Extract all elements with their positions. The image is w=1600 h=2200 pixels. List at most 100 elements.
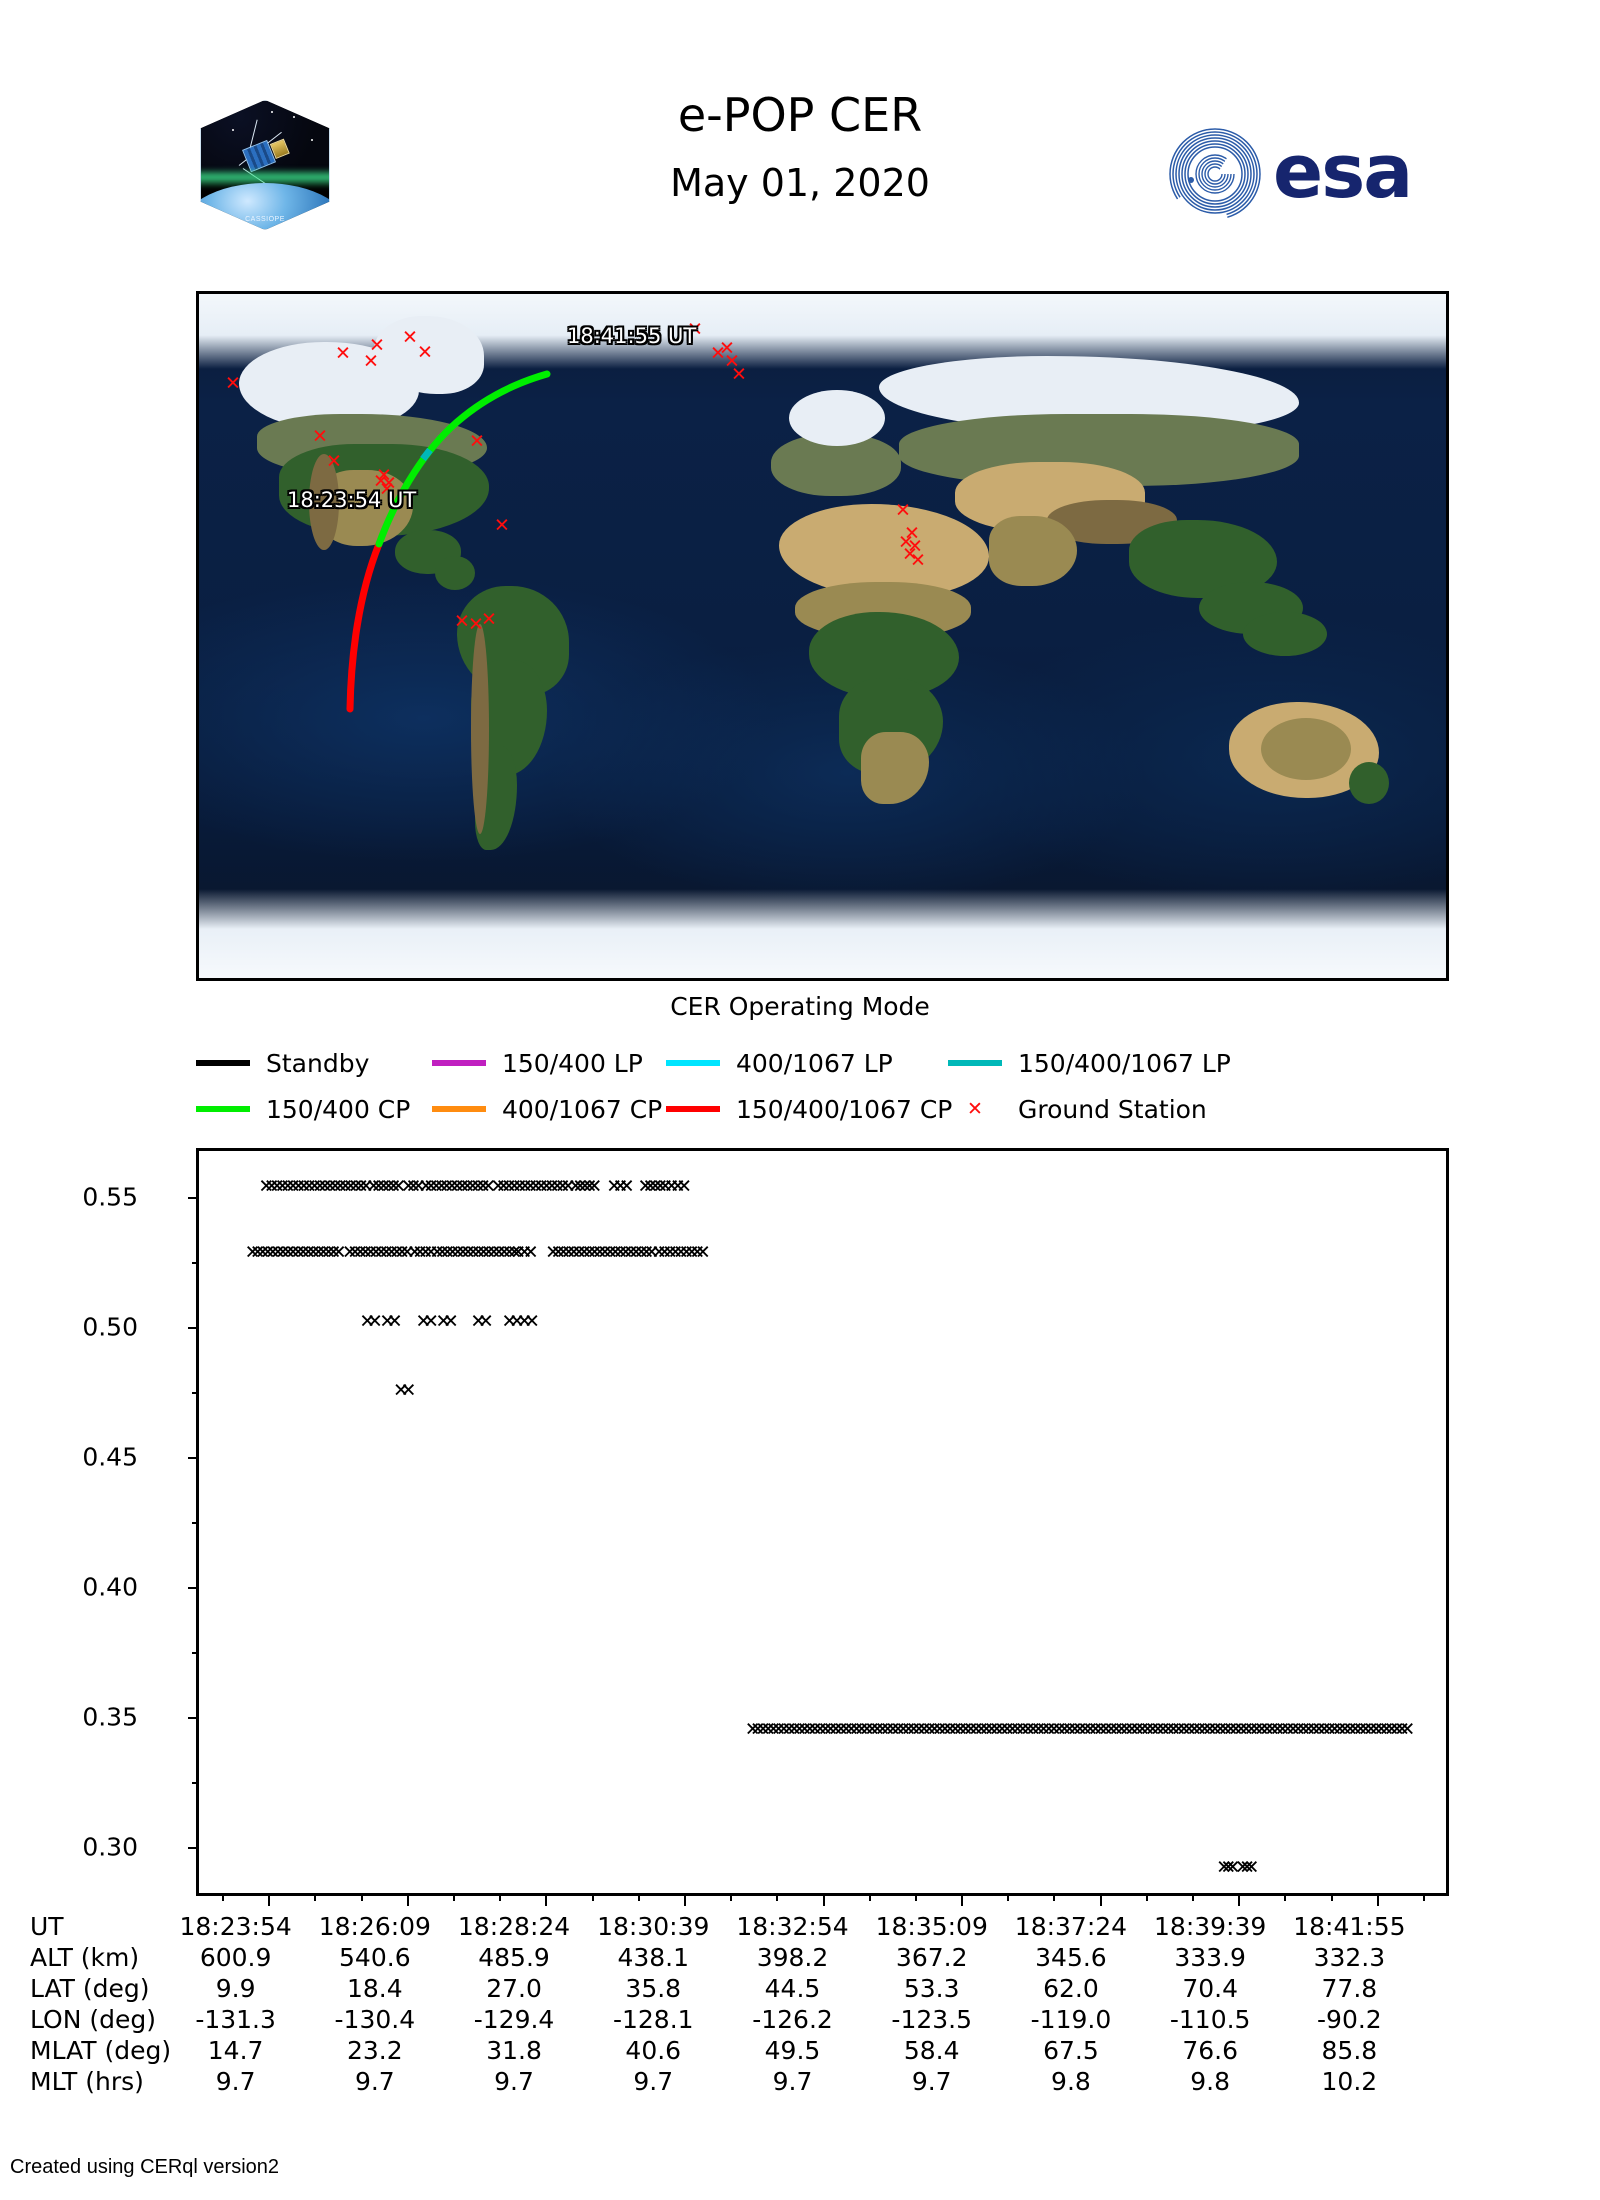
data-point-marker: ✕ xyxy=(1224,1856,1241,1879)
data-point-marker: ✕ xyxy=(617,1241,634,1264)
data-point-marker: ✕ xyxy=(522,1175,539,1198)
data-point-marker: ✕ xyxy=(316,1175,333,1198)
data-point-marker: ✕ xyxy=(1196,1718,1213,1741)
ground-station-marker: ✕ xyxy=(225,372,241,395)
data-point-marker: ✕ xyxy=(443,1175,460,1198)
data-point-marker: ✕ xyxy=(667,1241,684,1264)
data-point-marker: ✕ xyxy=(602,1241,619,1264)
data-point-marker: ✕ xyxy=(884,1718,901,1741)
cer-current-scatter-plot: ✕ ✕ ✕ ✕ ✕ ✕ ✕ ✕ ✕ ✕ ✕ ✕ ✕ ✕ ✕ ✕ ✕ ✕ ✕ ✕ ✕ ✕ ✕ ✕ ✕ ✕ ✕ ✕ ✕ ✕ ✕ ✕ ✕ ✕ ✕ ✕ ✕ ✕ ✕ ✕… xyxy=(188,1148,1449,1906)
table-cell: 540.6 xyxy=(339,1943,411,1972)
table-row: LAT (deg) 9.9 18.4 27.0 35.8 44.5 53.3 62.0 70.4… xyxy=(30,1974,1570,2005)
data-point-marker: ✕ xyxy=(480,1241,497,1264)
data-point-marker: ✕ xyxy=(694,1241,711,1264)
data-point-marker: ✕ xyxy=(1243,1856,1260,1879)
data-point-marker: ✕ xyxy=(434,1241,451,1264)
data-point-marker: ✕ xyxy=(606,1175,623,1198)
data-point-marker: ✕ xyxy=(258,1175,275,1198)
legend-item-label: Ground Station xyxy=(1018,1094,1207,1124)
data-point-marker: ✕ xyxy=(1207,1718,1224,1741)
data-point-marker: ✕ xyxy=(1233,1718,1250,1741)
data-point-marker: ✕ xyxy=(1342,1718,1359,1741)
ground-station-marker: ✕ xyxy=(731,363,747,386)
table-cell: 332.3 xyxy=(1313,1943,1386,1972)
data-point-marker: ✕ xyxy=(428,1175,445,1198)
data-point-marker: ✕ xyxy=(1216,1856,1232,1879)
data-point-marker: ✕ xyxy=(1337,1718,1353,1741)
data-point-marker: ✕ xyxy=(1259,1718,1276,1741)
table-row-header: LON (deg) xyxy=(30,2005,156,2034)
data-point-marker: ✕ xyxy=(423,1175,440,1198)
data-point-marker: ✕ xyxy=(994,1718,1011,1741)
y-axis-minor-tick xyxy=(192,1391,199,1394)
legend-item-400-1067-cp: 400/1067 CP xyxy=(432,1086,662,1132)
ground-station-marker: ✕ xyxy=(379,478,395,501)
data-point-marker: ✕ xyxy=(370,1175,387,1198)
data-point-marker: ✕ xyxy=(895,1718,912,1741)
data-point-marker: ✕ xyxy=(469,1175,486,1198)
x-axis-tick xyxy=(406,1893,409,1906)
x-axis-minor-tick xyxy=(499,1893,502,1901)
data-point-marker: ✕ xyxy=(327,1175,344,1198)
data-point-marker: ✕ xyxy=(290,1241,307,1264)
y-axis-tick xyxy=(188,1456,199,1459)
data-point-marker: ✕ xyxy=(1321,1718,1338,1741)
data-point-marker: ✕ xyxy=(501,1310,518,1333)
table-cell: 9.7 xyxy=(633,2067,674,2096)
table-cell: 76.6 xyxy=(1182,2036,1238,2065)
table-cell: 18:30:39 xyxy=(597,1912,710,1941)
data-point-marker: ✕ xyxy=(1274,1718,1291,1741)
data-point-marker: ✕ xyxy=(1046,1718,1062,1741)
data-point-marker: ✕ xyxy=(1347,1718,1364,1741)
data-point-marker: ✕ xyxy=(406,1241,423,1264)
data-point-marker: ✕ xyxy=(429,1241,446,1264)
ground-station-marker: ✕ xyxy=(469,430,485,453)
data-point-marker: ✕ xyxy=(1066,1718,1083,1741)
data-point-marker: ✕ xyxy=(905,1718,922,1741)
data-point-marker: ✕ xyxy=(1253,1718,1270,1741)
y-axis-tick xyxy=(188,1847,199,1850)
table-cell: 438.1 xyxy=(617,1943,690,1972)
table-cell: 485.9 xyxy=(478,1943,550,1972)
data-point-marker: ✕ xyxy=(555,1241,572,1264)
data-point-marker: ✕ xyxy=(444,1241,461,1264)
table-cell: -119.0 xyxy=(1030,2005,1112,2034)
x-axis-minor-tick xyxy=(637,1893,640,1901)
data-point-marker: ✕ xyxy=(516,1310,533,1333)
data-point-marker: ✕ xyxy=(853,1718,870,1741)
table-cell: 9.8 xyxy=(1190,2067,1231,2096)
data-point-marker: ✕ xyxy=(942,1718,959,1741)
data-point-marker: ✕ xyxy=(1388,1718,1405,1741)
ground-station-marker: ✕ xyxy=(895,499,911,522)
legend-item-150-400-lp: 150/400 LP xyxy=(432,1040,643,1086)
data-point-marker: ✕ xyxy=(400,1175,417,1198)
data-point-marker: ✕ xyxy=(435,1310,452,1333)
data-point-marker: ✕ xyxy=(393,1379,409,1402)
data-point-marker: ✕ xyxy=(822,1718,839,1741)
data-point-marker: ✕ xyxy=(916,1718,933,1741)
table-cell: 27.0 xyxy=(486,1974,542,2003)
legend-color-swatch xyxy=(948,1060,1002,1066)
data-point-marker: ✕ xyxy=(669,1175,686,1198)
data-point-marker: ✕ xyxy=(848,1718,865,1741)
mission-patch-label: CASSIOPE xyxy=(245,215,285,223)
data-point-marker: ✕ xyxy=(1383,1718,1400,1741)
data-point-marker: ✕ xyxy=(264,1241,281,1264)
data-point-marker: ✕ xyxy=(1123,1718,1140,1741)
x-axis-minor-tick xyxy=(1145,1893,1148,1901)
data-point-marker: ✕ xyxy=(1134,1718,1151,1741)
data-point-marker: ✕ xyxy=(269,1175,286,1198)
table-cell: 10.2 xyxy=(1321,2067,1378,2096)
data-point-marker: ✕ xyxy=(1129,1718,1146,1741)
data-point-marker: ✕ xyxy=(1269,1718,1286,1741)
table-cell: 18:26:09 xyxy=(318,1912,431,1941)
data-point-marker: ✕ xyxy=(362,1241,379,1264)
data-point-marker: ✕ xyxy=(388,1241,405,1264)
table-cell: 18.4 xyxy=(346,1974,403,2003)
data-point-marker: ✕ xyxy=(459,1175,476,1198)
data-point-marker: ✕ xyxy=(957,1718,974,1741)
data-point-marker: ✕ xyxy=(365,1175,382,1198)
data-point-marker: ✕ xyxy=(1160,1718,1177,1741)
legend-color-swatch xyxy=(432,1060,486,1066)
data-point-marker: ✕ xyxy=(637,1175,654,1198)
